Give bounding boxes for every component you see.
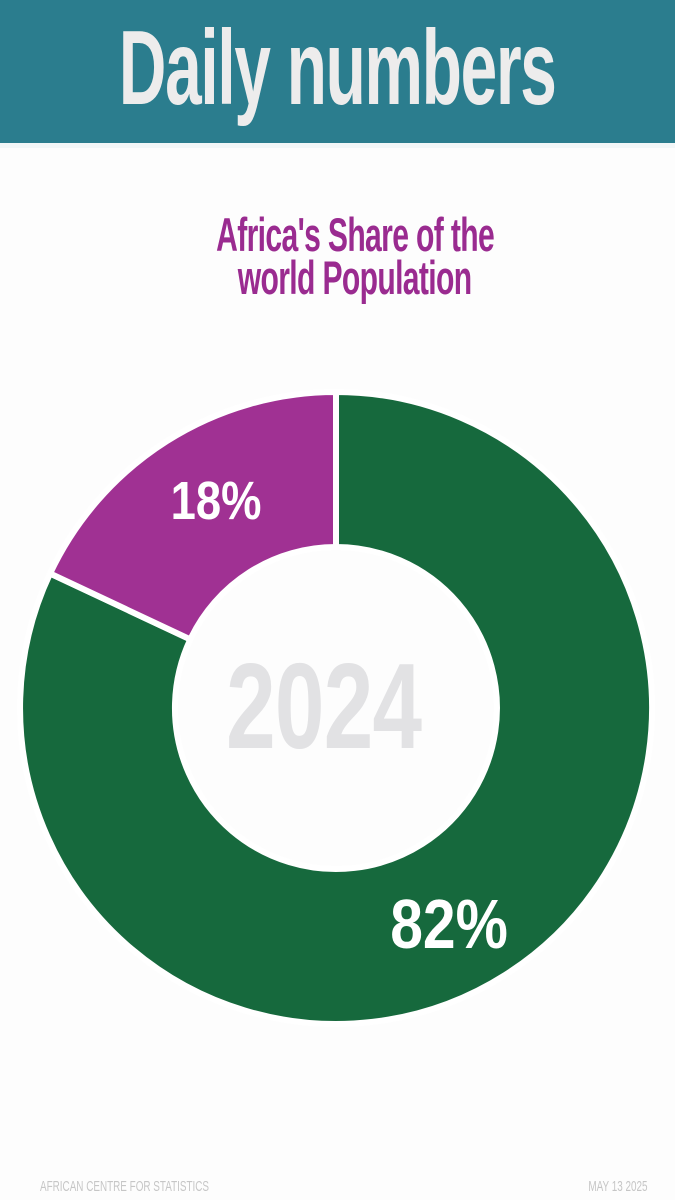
pie-slice-82 [17, 388, 655, 1027]
banner-edge-strip [0, 143, 675, 148]
chart-title: Africa's Share of the world Population [35, 208, 675, 304]
page-title: Daily numbers [119, 8, 557, 127]
footer-date: MAY 13 2025 [588, 1178, 648, 1195]
chart-title-line-1: Africa's Share of the [216, 208, 495, 261]
footer-source: AFRICAN CENTRE FOR STATISTICS [40, 1178, 210, 1195]
pie-slice-18 [46, 388, 339, 644]
pie-label-18: 18% [170, 471, 262, 531]
chart-title-line-2: world Population [238, 251, 472, 304]
pie-label-82: 82% [390, 885, 508, 963]
header-banner: Daily numbers [0, 0, 675, 143]
donut-center-year: 2024 [226, 638, 422, 774]
